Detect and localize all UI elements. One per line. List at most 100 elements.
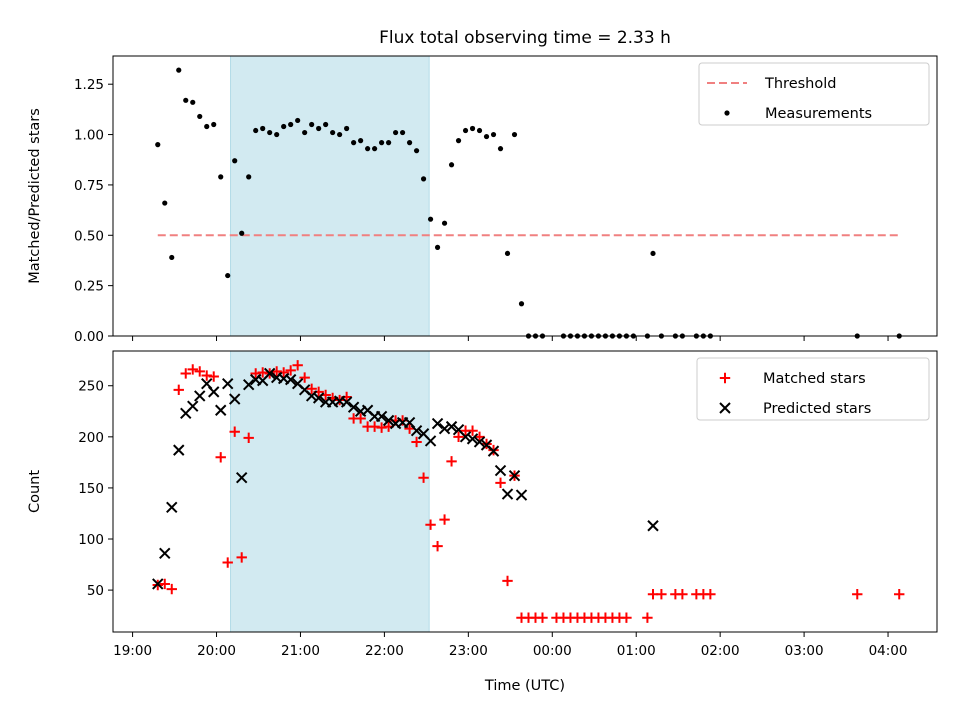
matched-point: [474, 431, 485, 443]
matched-point: [467, 425, 478, 436]
measurement-point: [476, 127, 483, 134]
y-axis: 50 100 150 200 250: [78, 379, 113, 599]
x-axis: 19:00 20:00 21:00 22:00 23:00 00:00 01:00 02:00…: [113, 632, 907, 659]
matched-point: [278, 367, 289, 378]
predicted-point: [305, 390, 318, 402]
matched-point: [250, 368, 261, 379]
predicted-point: [431, 417, 444, 430]
matched-point: [404, 423, 415, 434]
measurement-point: [344, 125, 350, 132]
measurement-point: [518, 301, 525, 307]
predicted-point: [347, 401, 360, 413]
matched-point: [243, 432, 254, 444]
matched-point: [285, 365, 296, 376]
measurement-point: [274, 131, 280, 138]
predicted-point: [229, 393, 241, 405]
x-tick-label: 03:00: [785, 643, 824, 659]
matched-point: [208, 371, 219, 382]
matched-point: [222, 557, 233, 568]
measurement-point: [197, 113, 203, 120]
measurement-point: [155, 142, 161, 148]
matched-point: [439, 514, 450, 525]
measurement-point: [427, 216, 434, 222]
y-tick-label: 0.50: [74, 228, 104, 244]
predicted-point: [340, 396, 353, 408]
y-axis-label: Count: [27, 470, 43, 513]
measurement-point: [455, 138, 462, 144]
x-tick-label: 23:00: [449, 643, 488, 659]
matched-point: [194, 366, 205, 377]
measurement-point: [406, 140, 413, 146]
measurement-point: [511, 131, 518, 138]
legend-box: [698, 62, 930, 126]
top-panel: 0.00 0.25 0.50 0.75 1.00 1.25 Matched/Predicte…: [27, 55, 938, 345]
predicted-point: [173, 444, 185, 456]
series-2: [152, 367, 659, 590]
measurement-point: [239, 230, 245, 236]
legend-label: Measurements: [765, 106, 872, 122]
measurement-point: [420, 176, 427, 182]
measurement-point: [323, 121, 329, 128]
matched-point: [705, 588, 716, 600]
x-tick-label: 20:00: [197, 643, 236, 659]
measurement-point: [253, 127, 259, 134]
y-tick-label: 0.00: [74, 329, 104, 345]
measurement-point: [441, 220, 448, 226]
measurement-point: [462, 127, 469, 134]
predicted-point: [487, 445, 500, 457]
y-tick-label: 50: [87, 583, 104, 599]
y-tick-label: 1.25: [74, 77, 104, 93]
matched-point: [159, 578, 170, 590]
measurement-point: [183, 97, 189, 103]
y-tick-label: 200: [78, 430, 104, 446]
predicted-point: [445, 420, 458, 433]
predicted-point: [215, 404, 227, 416]
predicted-point: [235, 471, 248, 484]
matched-point: [656, 588, 667, 600]
legend: Matched stars Predicted stars: [696, 357, 930, 421]
predicted-point: [473, 436, 486, 448]
matched-point: [229, 426, 240, 437]
matched-point: [425, 519, 436, 530]
predicted-point: [152, 578, 164, 590]
measurement-point: [302, 129, 308, 136]
matched-point: [453, 431, 464, 443]
predicted-point: [222, 377, 234, 390]
matched-point: [271, 366, 282, 377]
measurement-point: [448, 162, 455, 168]
matched-point: [432, 540, 443, 552]
measurement-point: [288, 121, 294, 128]
matched-point: [642, 612, 653, 623]
measurement-point: [650, 250, 656, 257]
measurement-point: [316, 125, 322, 132]
highlight-span: [230, 55, 430, 337]
predicted-point: [159, 547, 171, 560]
matched-point: [299, 372, 310, 383]
measurement-point: [330, 129, 336, 136]
measurement-point: [309, 121, 315, 128]
x-tick-label: 01:00: [617, 643, 656, 659]
predicted-point: [284, 373, 297, 386]
y-tick-label: 250: [78, 379, 104, 395]
matched-point: [180, 368, 191, 379]
predicted-point: [501, 488, 514, 500]
matched-point: [187, 364, 198, 375]
figure-title: Flux total observing time = 2.33 h: [379, 28, 671, 48]
axes-frame: [112, 55, 938, 337]
predicted-point: [459, 431, 472, 443]
predicted-point: [494, 464, 507, 477]
measurement-point: [490, 131, 497, 138]
matched-point: [376, 422, 387, 433]
measurement-point: [497, 146, 504, 152]
matched-point: [306, 383, 317, 395]
y-tick-label: 0.75: [74, 178, 104, 194]
x-tick-label: 22:00: [365, 643, 404, 659]
predicted-point: [647, 520, 659, 532]
measurement-point: [358, 138, 364, 144]
predicted-point: [424, 435, 437, 447]
measurement-point: [372, 146, 378, 152]
predicted-point: [166, 501, 178, 514]
x-axis: [132, 336, 889, 341]
measurement-point: [434, 244, 441, 250]
